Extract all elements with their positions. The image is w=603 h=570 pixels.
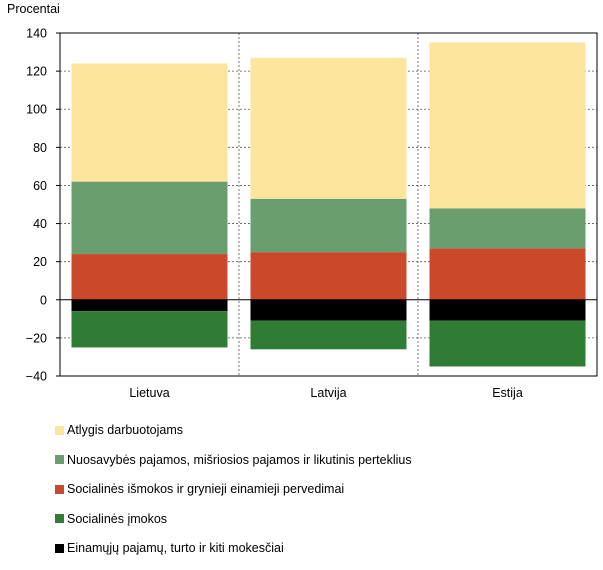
- x-tick-label: Latvija: [310, 386, 346, 400]
- x-tick-label: Lietuva: [129, 386, 169, 400]
- x-tick-label: Estija: [492, 386, 523, 400]
- legend-item-nuosavybes: Nuosavybės pajamos, mišriosios pajamos i…: [55, 452, 412, 468]
- legend-swatch: [55, 455, 64, 464]
- bar-segment: [71, 181, 228, 255]
- bar-segment: [71, 63, 228, 182]
- legend-label: Atlygis darbuotojams: [67, 423, 184, 437]
- bar-segment: [429, 248, 586, 300]
- legend-label: Socialinės įmokos: [67, 511, 168, 526]
- bar-segment: [429, 299, 586, 321]
- bar-segment: [71, 311, 228, 348]
- y-tick-label: 80: [33, 141, 47, 155]
- bar-segment: [250, 252, 407, 300]
- bar-segment: [429, 208, 586, 249]
- y-tick-label: 140: [26, 27, 47, 41]
- y-tick-label: 40: [33, 217, 47, 231]
- legend-item-socialines-imokos: Socialinės įmokos: [55, 511, 412, 527]
- bar-segment: [429, 42, 586, 209]
- y-tick-label: 120: [26, 65, 47, 79]
- legend-label: Nuosavybės pajamos, mišriosios pajamos i…: [67, 452, 412, 467]
- legend-swatch: [55, 484, 64, 494]
- bar-segment: [250, 198, 407, 253]
- legend-label: Einamųjų pajamų, turto ir kiti mokesčiai: [67, 541, 284, 555]
- plot-frame: [59, 32, 598, 377]
- y-tick-label: 20: [33, 255, 47, 269]
- y-tick-label: 60: [33, 179, 47, 193]
- stacked-bar-chart: Procentai Lietuva Latvija Estija 140 120 100 8…: [7, 2, 598, 400]
- y-axis-label: Procentai: [7, 2, 60, 16]
- bar-segment: [71, 254, 228, 300]
- legend-item-socialines-ismokos: Socialinės išmokos ir grynieji einamieji…: [55, 481, 412, 497]
- legend-swatch: [55, 514, 64, 523]
- axes: Lietuva Latvija Estija 140 120 100 80 60 40 20 0 −2…: [26, 27, 598, 400]
- bar-segment: [250, 299, 407, 321]
- bar-segment: [71, 299, 228, 312]
- bar-segment: [250, 57, 407, 199]
- legend-swatch: [55, 543, 64, 553]
- bar-segment: [250, 320, 407, 350]
- legend-swatch: [55, 425, 64, 435]
- legend-label: Socialinės išmokos ir grynieji einamieji…: [67, 482, 345, 496]
- y-tick-label: 100: [26, 103, 47, 117]
- legend-item-mokesciai: Einamųjų pajamų, turto ir kiti mokesčiai: [55, 540, 412, 556]
- y-tick-label: 0: [40, 293, 47, 307]
- y-tick-label: −40: [26, 370, 47, 384]
- legend-item-atlygis: Atlygis darbuotojams: [55, 422, 412, 438]
- y-tick-label: −20: [26, 331, 47, 345]
- bar-segment: [429, 320, 586, 367]
- bars: [71, 42, 586, 367]
- legend: Atlygis darbuotojams Nuosavybės pajamos,…: [55, 422, 412, 570]
